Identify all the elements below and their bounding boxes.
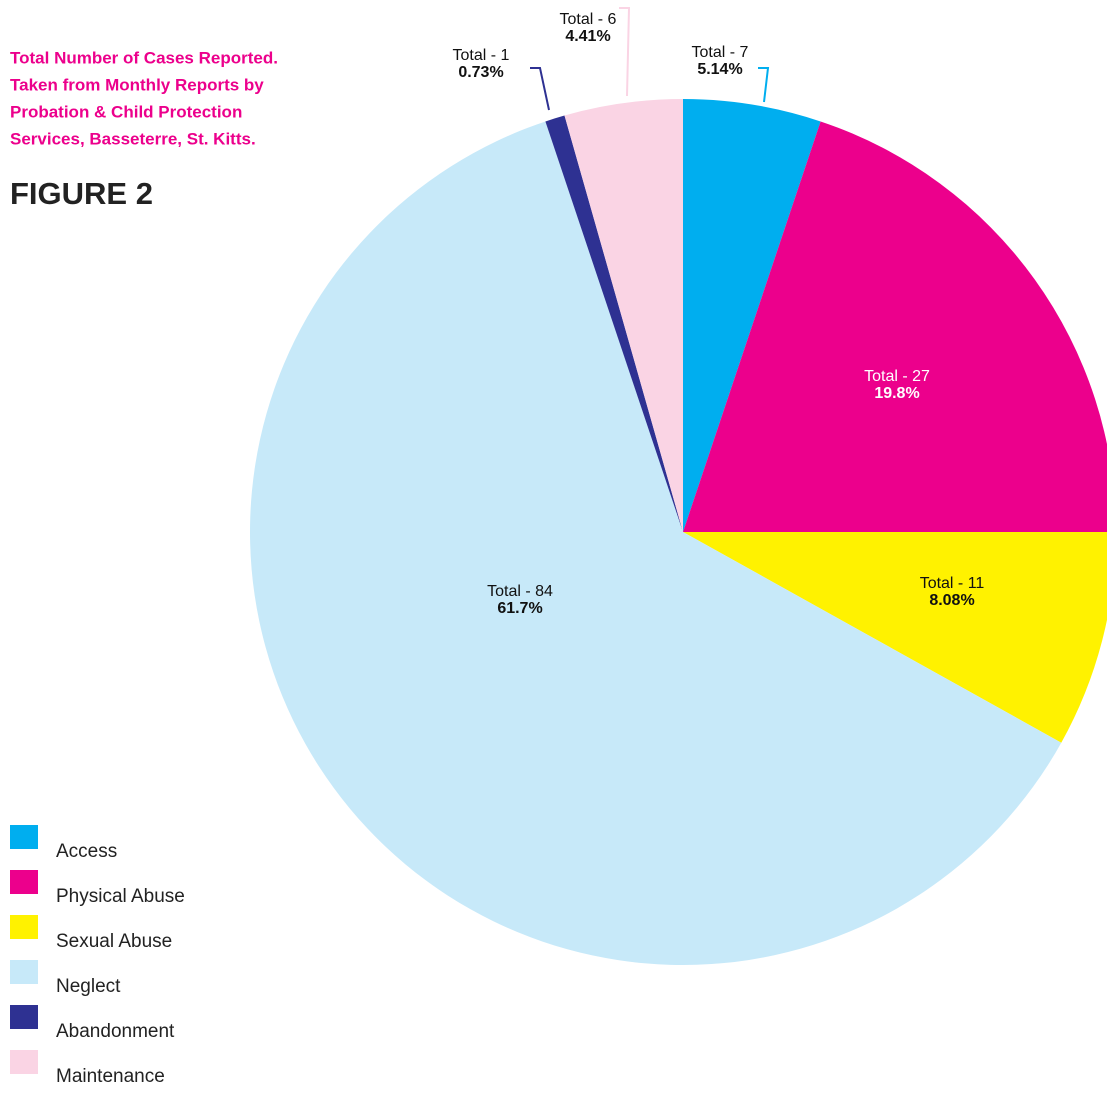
- legend-label: Access: [56, 841, 117, 862]
- value-label: Total - 7: [692, 44, 749, 61]
- leader-line: [619, 7, 631, 97]
- legend-swatch: [10, 960, 38, 984]
- percentage-label: 5.14%: [697, 61, 742, 78]
- legend-swatch: [10, 1005, 38, 1029]
- percentage-label: 0.73%: [458, 64, 503, 81]
- percentage-label: 61.7%: [497, 600, 542, 617]
- legend-label: Neglect: [56, 976, 121, 997]
- title-line: Taken from Monthly Reports by: [10, 75, 264, 94]
- legend-swatch: [10, 915, 38, 939]
- leader-line: [530, 67, 550, 111]
- leader-line: [758, 67, 770, 103]
- value-label: Total - 6: [560, 11, 617, 28]
- value-label: Total - 1: [453, 47, 510, 64]
- legend-swatch: [10, 870, 38, 894]
- legend-label: Physical Abuse: [56, 886, 185, 907]
- percentage-label: 4.41%: [565, 28, 610, 45]
- figure-label: FIGURE 2: [10, 176, 153, 211]
- legend-label: Abandonment: [56, 1021, 175, 1042]
- pie-slice: [249, 121, 1062, 966]
- percentage-label: 19.8%: [874, 385, 919, 402]
- pie-slice: [545, 115, 683, 533]
- legend-swatch: [10, 1050, 38, 1074]
- legend-label: Sexual Abuse: [56, 931, 172, 952]
- title-line: Services, Basseterre, St. Kitts.: [10, 129, 256, 148]
- value-label: Total - 27: [864, 368, 930, 385]
- title-line: Total Number of Cases Reported.: [10, 48, 278, 67]
- value-label: Total - 11: [920, 575, 985, 592]
- pie-slice: [683, 121, 1107, 532]
- legend-swatch: [10, 825, 38, 849]
- pie-slice: [683, 99, 821, 532]
- pie-slice: [683, 532, 1107, 743]
- value-label: Total - 84: [487, 583, 553, 600]
- pie-slice: [564, 99, 683, 532]
- title-line: Probation & Child Protection: [10, 102, 242, 121]
- percentage-label: 8.08%: [929, 592, 974, 609]
- legend-label: Maintenance: [56, 1066, 165, 1087]
